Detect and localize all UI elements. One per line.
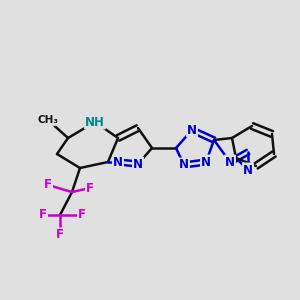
Text: N: N [201,155,211,169]
Text: F: F [44,178,52,191]
Text: N: N [179,158,189,172]
Text: N: N [133,158,143,170]
Text: N: N [113,155,123,169]
Text: F: F [78,208,86,221]
Text: N: N [225,155,235,169]
Text: CH₃: CH₃ [38,115,58,125]
Text: F: F [56,229,64,242]
Text: N: N [187,124,197,136]
Text: F: F [86,182,94,194]
Text: F: F [39,208,47,221]
Text: N: N [243,164,253,176]
Text: NH: NH [85,116,105,128]
